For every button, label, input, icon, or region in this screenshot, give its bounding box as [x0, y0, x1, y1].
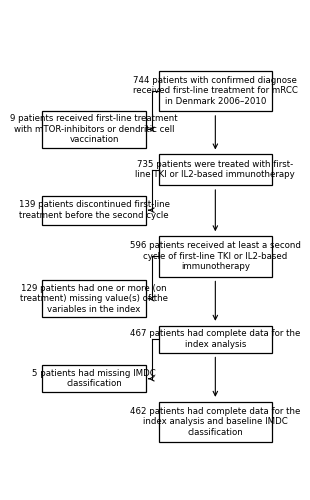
FancyBboxPatch shape [42, 111, 146, 148]
Text: 735 patients were treated with first-
line TKI or IL2-based immunotherapy: 735 patients were treated with first- li… [135, 160, 295, 180]
Text: 596 patients received at least a second
cycle of first-line TKI or IL2-based
imm: 596 patients received at least a second … [130, 242, 301, 271]
FancyBboxPatch shape [42, 366, 146, 392]
FancyBboxPatch shape [159, 236, 272, 277]
Text: 5 patients had missing IMDC
classification: 5 patients had missing IMDC classificati… [32, 369, 156, 388]
FancyBboxPatch shape [42, 196, 146, 224]
Text: 129 patients had one or more (on
treatment) missing value(s) of the
variables in: 129 patients had one or more (on treatme… [20, 284, 168, 314]
FancyBboxPatch shape [42, 280, 146, 317]
Text: 467 patients had complete data for the
index analysis: 467 patients had complete data for the i… [130, 330, 300, 349]
FancyBboxPatch shape [159, 402, 272, 442]
Text: 744 patients with confirmed diagnose
received first-line treatment for mRCC
in D: 744 patients with confirmed diagnose rec… [133, 76, 298, 106]
Text: 462 patients had complete data for the
index analysis and baseline IMDC
classifi: 462 patients had complete data for the i… [130, 407, 300, 437]
Text: 9 patients received first-line treatment
with mTOR-inhibitors or dendritic cell
: 9 patients received first-line treatment… [10, 114, 178, 144]
FancyBboxPatch shape [159, 154, 272, 185]
Text: 139 patients discontinued first-line
treatment before the second cycle: 139 patients discontinued first-line tre… [19, 200, 170, 220]
FancyBboxPatch shape [159, 70, 272, 111]
FancyBboxPatch shape [159, 326, 272, 352]
